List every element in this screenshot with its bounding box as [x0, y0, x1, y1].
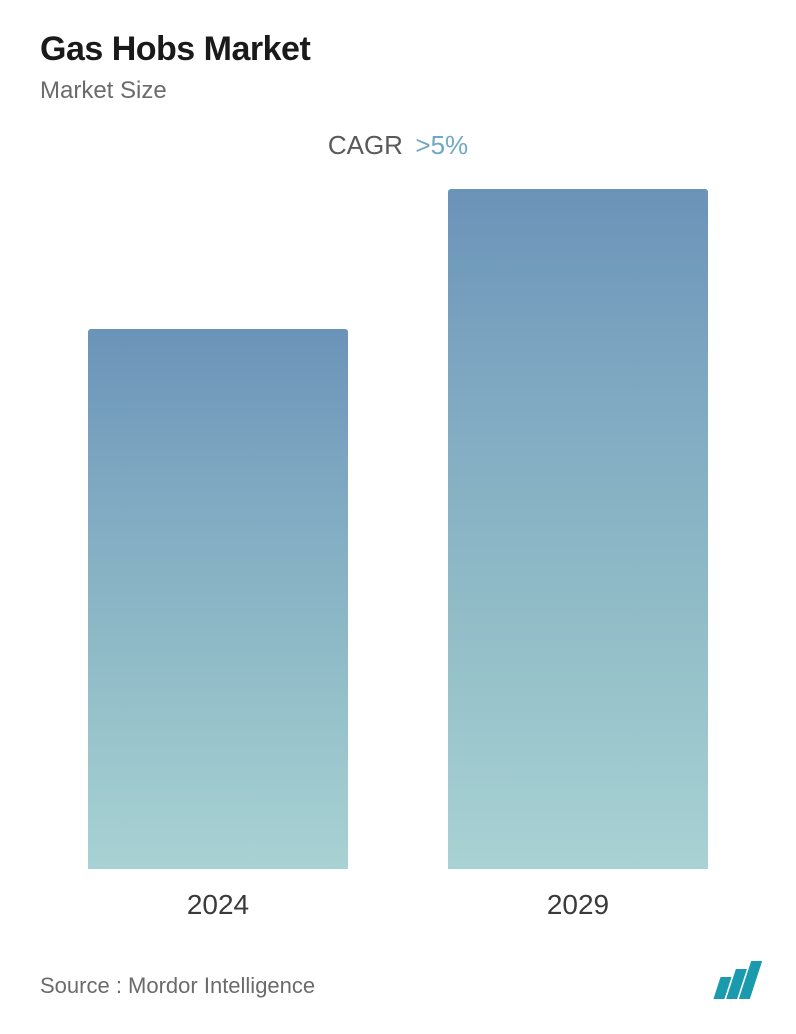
cagr-value: >5%	[415, 130, 468, 160]
bar-group-2029: 2029	[448, 189, 708, 921]
bar-label-2024: 2024	[187, 889, 249, 921]
mordor-logo-icon	[717, 961, 756, 999]
chart-title: Gas Hobs Market	[40, 30, 756, 69]
source-text: Source : Mordor Intelligence	[40, 973, 315, 999]
chart-container: Gas Hobs Market Market Size CAGR >5% 202…	[0, 0, 796, 1034]
bar-2024	[88, 329, 348, 869]
bar-label-2029: 2029	[547, 889, 609, 921]
chart-footer: Source : Mordor Intelligence	[40, 951, 756, 1004]
cagr-label: CAGR	[328, 130, 403, 160]
bar-group-2024: 2024	[88, 329, 348, 921]
chart-subtitle: Market Size	[40, 77, 756, 105]
bar-2029	[448, 189, 708, 869]
bar-chart: 2024 2029	[40, 171, 756, 951]
cagr-row: CAGR >5%	[40, 130, 756, 161]
